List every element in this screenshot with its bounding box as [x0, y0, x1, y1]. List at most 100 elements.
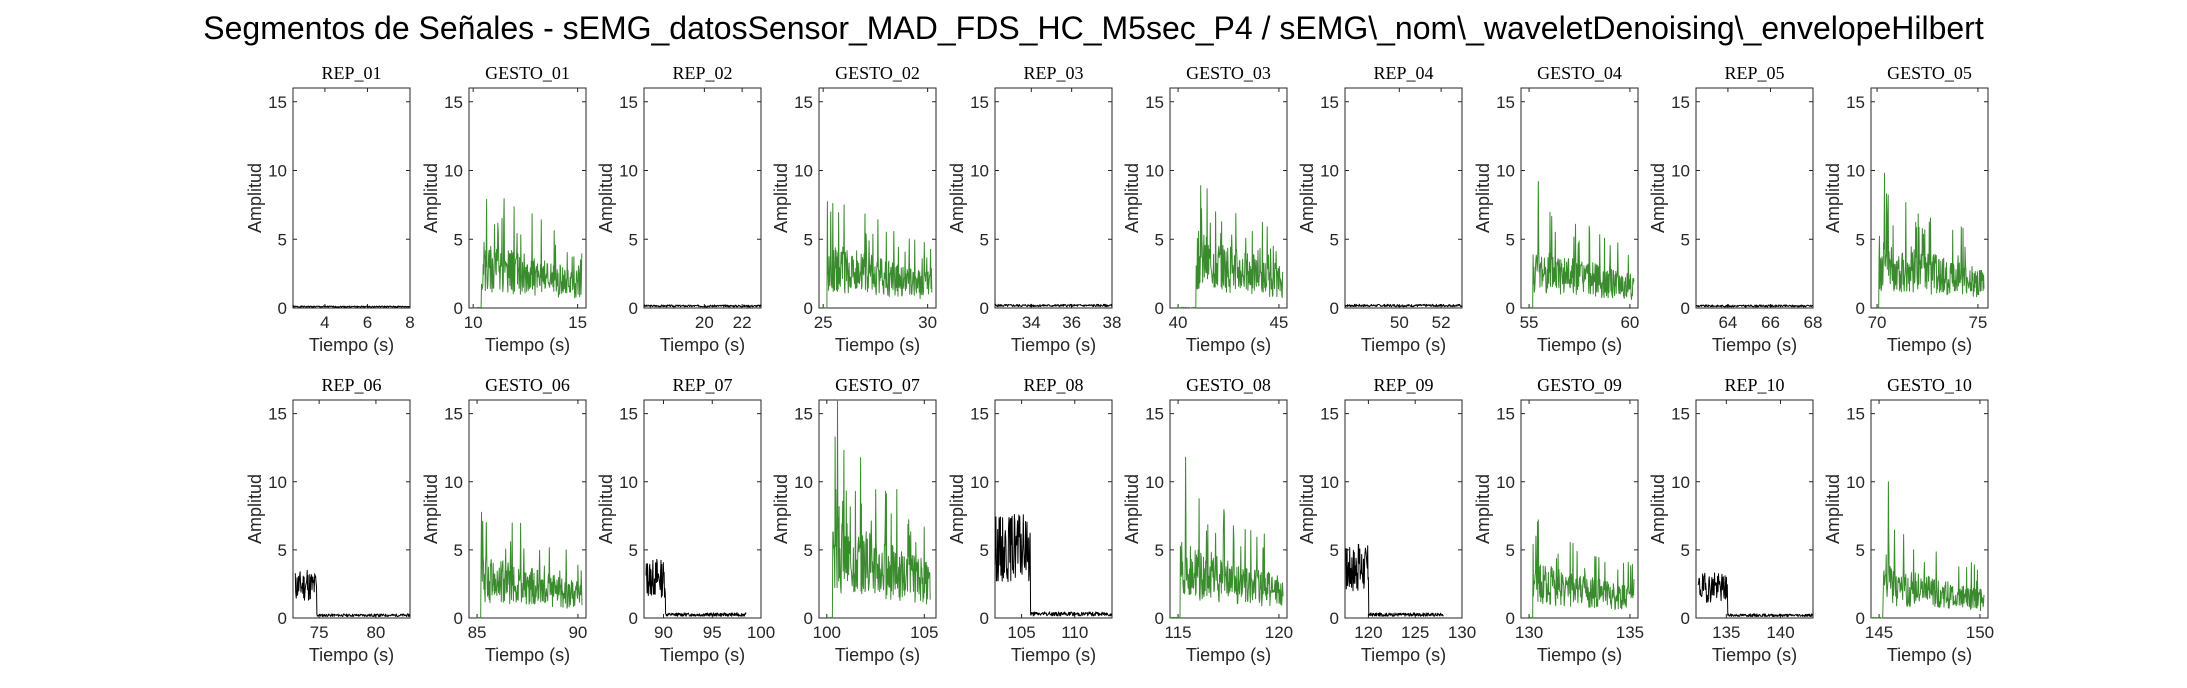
subplot-rep-01: REP_01 0 5 10 15 4 6 8 Tiempo (s) Amplitud: [245, 63, 415, 355]
y-tick-label: 0: [629, 299, 638, 318]
subplot-title: GESTO_10: [1887, 375, 1972, 395]
x-axis-label: Tiempo (s): [1186, 335, 1271, 355]
x-axis-label: Tiempo (s): [1537, 645, 1622, 665]
y-tick-label: 0: [1155, 609, 1164, 628]
signal-trace: [472, 198, 583, 309]
subplot-title: GESTO_06: [485, 375, 570, 395]
y-tick-label: 5: [1330, 541, 1339, 560]
y-tick-label: 0: [1856, 299, 1865, 318]
signal-trace: [1876, 172, 1985, 309]
y-tick-label: 10: [1496, 162, 1515, 181]
subplot-title: GESTO_03: [1186, 63, 1271, 83]
signal-trace: [1697, 572, 1814, 618]
y-tick-label: 0: [980, 299, 989, 318]
x-tick-label: 105: [1007, 623, 1035, 642]
subplot-gesto-09: GESTO_09 0 5 10 15 130 135 Tiempo (s) Amplitud: [1473, 375, 1644, 665]
y-tick-label: 0: [1506, 299, 1515, 318]
x-axis-label: Tiempo (s): [1537, 335, 1622, 355]
y-tick-label: 5: [980, 541, 989, 560]
y-tick-label: 0: [1856, 609, 1865, 628]
y-tick-label: 0: [629, 609, 638, 628]
subplot-title: REP_01: [321, 63, 381, 83]
y-tick-label: 10: [619, 473, 638, 492]
y-axis-label: Amplitud: [1297, 474, 1317, 544]
subplot-title: REP_04: [1373, 63, 1433, 83]
y-tick-label: 0: [804, 609, 813, 628]
subplot-title: REP_07: [672, 375, 732, 395]
x-tick-label: 34: [1022, 313, 1041, 332]
y-tick-label: 15: [1145, 405, 1164, 424]
x-tick-label: 22: [733, 313, 752, 332]
x-tick-label: 64: [1718, 313, 1737, 332]
subplot-title: GESTO_05: [1887, 63, 1972, 83]
y-tick-label: 10: [1320, 162, 1339, 181]
x-tick-label: 15: [568, 313, 587, 332]
x-axis-label: Tiempo (s): [309, 335, 394, 355]
y-axis-label: Amplitud: [771, 163, 791, 233]
x-axis-label: Tiempo (s): [660, 335, 745, 355]
y-tick-label: 0: [804, 299, 813, 318]
x-tick-label: 20: [695, 313, 714, 332]
x-tick-label: 150: [1966, 623, 1994, 642]
subplot-rep-02: REP_02 0 5 10 15 20 22 Tiempo (s) Amplitud: [596, 63, 762, 355]
x-axis-label: Tiempo (s): [1887, 335, 1972, 355]
signal-trace: [1870, 481, 1985, 619]
subplot-gesto-01: GESTO_01 0 5 10 15 10 15 Tiempo (s) Amplitud: [421, 63, 587, 355]
y-tick-label: 5: [1330, 230, 1339, 249]
subplot-title: GESTO_09: [1537, 375, 1622, 395]
y-tick-label: 5: [1155, 230, 1164, 249]
x-tick-label: 90: [568, 623, 587, 642]
x-axis-label: Tiempo (s): [485, 335, 570, 355]
x-tick-label: 105: [910, 623, 938, 642]
subplot-title: GESTO_04: [1537, 63, 1622, 83]
y-tick-label: 0: [1681, 299, 1690, 318]
y-axis-label: Amplitud: [1297, 163, 1317, 233]
signal-trace: [476, 511, 583, 619]
y-axis-label: Amplitud: [421, 163, 441, 233]
y-axis-label: Amplitud: [245, 163, 265, 233]
y-tick-label: 15: [444, 93, 463, 112]
x-tick-label: 135: [1712, 623, 1740, 642]
axes-box: [643, 87, 762, 309]
signal-trace: [1344, 303, 1463, 308]
y-tick-label: 5: [1506, 541, 1515, 560]
y-axis-label: Amplitud: [1648, 163, 1668, 233]
x-tick-label: 95: [703, 623, 722, 642]
signal-trace: [826, 399, 931, 619]
x-tick-label: 130: [1515, 623, 1543, 642]
subplot-title: REP_02: [672, 63, 732, 83]
x-axis-label: Tiempo (s): [1712, 645, 1797, 665]
x-axis-label: Tiempo (s): [1361, 645, 1446, 665]
x-tick-label: 110: [1061, 623, 1088, 642]
x-tick-label: 52: [1432, 313, 1451, 332]
x-tick-label: 68: [1804, 313, 1823, 332]
y-tick-label: 5: [980, 230, 989, 249]
y-axis-label: Amplitud: [947, 163, 967, 233]
y-tick-label: 0: [278, 609, 287, 628]
y-tick-label: 0: [1330, 299, 1339, 318]
signal-trace: [292, 304, 411, 308]
x-tick-label: 60: [1620, 313, 1639, 332]
x-tick-label: 36: [1062, 313, 1081, 332]
subplot-title: GESTO_01: [485, 63, 570, 83]
x-tick-label: 38: [1103, 313, 1122, 332]
subplot-gesto-04: GESTO_04 0 5 10 15 55 60 Tiempo (s) Amplitud: [1473, 63, 1639, 355]
x-tick-label: 140: [1766, 623, 1794, 642]
x-axis-label: Tiempo (s): [1712, 335, 1797, 355]
y-tick-label: 10: [1846, 162, 1865, 181]
y-axis-label: Amplitud: [1823, 163, 1843, 233]
x-tick-label: 145: [1865, 623, 1893, 642]
y-tick-label: 15: [1846, 405, 1865, 424]
y-tick-label: 0: [1506, 609, 1515, 628]
y-tick-label: 0: [1155, 299, 1164, 318]
y-axis-label: Amplitud: [421, 474, 441, 544]
x-tick-label: 100: [813, 623, 841, 642]
x-tick-label: 90: [654, 623, 673, 642]
x-tick-label: 66: [1761, 313, 1780, 332]
y-tick-label: 15: [444, 405, 463, 424]
y-tick-label: 5: [804, 230, 813, 249]
y-tick-label: 5: [278, 230, 287, 249]
y-tick-label: 10: [444, 473, 463, 492]
